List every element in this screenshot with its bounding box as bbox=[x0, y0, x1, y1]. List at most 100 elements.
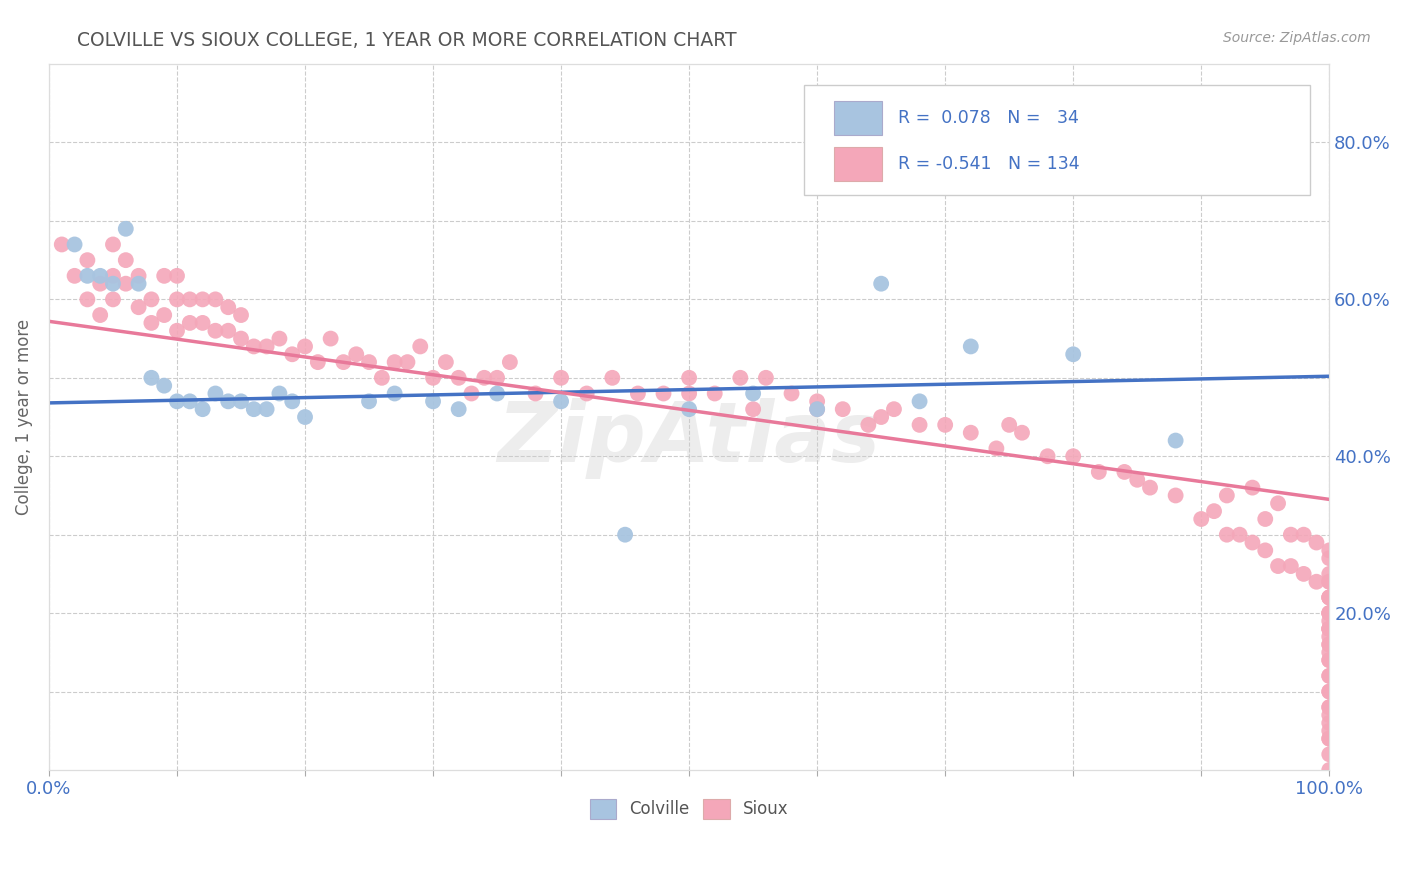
Point bbox=[1292, 527, 1315, 541]
Point bbox=[191, 316, 214, 330]
Point bbox=[141, 371, 163, 385]
Point bbox=[1317, 731, 1340, 746]
Point bbox=[1139, 481, 1161, 495]
Point bbox=[422, 394, 444, 409]
Point bbox=[204, 386, 226, 401]
Point bbox=[755, 371, 778, 385]
Point bbox=[101, 268, 124, 283]
Point bbox=[357, 394, 380, 409]
Point bbox=[191, 402, 214, 417]
Point bbox=[1317, 684, 1340, 698]
Point bbox=[179, 293, 201, 307]
Point bbox=[1241, 481, 1264, 495]
Point bbox=[1317, 574, 1340, 589]
Point bbox=[780, 386, 803, 401]
Point bbox=[166, 394, 188, 409]
Point bbox=[1317, 630, 1340, 644]
Legend: Colville, Sioux: Colville, Sioux bbox=[583, 793, 796, 825]
Point bbox=[742, 402, 765, 417]
Point bbox=[959, 425, 981, 440]
Point bbox=[600, 371, 623, 385]
Point bbox=[422, 371, 444, 385]
Point bbox=[89, 268, 111, 283]
Point bbox=[486, 386, 509, 401]
Point bbox=[678, 402, 700, 417]
Point bbox=[1216, 527, 1239, 541]
Point bbox=[153, 308, 176, 322]
Point bbox=[294, 339, 316, 353]
Point bbox=[550, 371, 572, 385]
Point bbox=[128, 300, 150, 314]
Point bbox=[1305, 574, 1327, 589]
Point bbox=[486, 371, 509, 385]
Point bbox=[51, 237, 73, 252]
Point bbox=[101, 237, 124, 252]
Point bbox=[1241, 535, 1264, 549]
Point bbox=[153, 268, 176, 283]
Point bbox=[1317, 763, 1340, 777]
Point bbox=[256, 402, 278, 417]
Point bbox=[499, 355, 522, 369]
Point bbox=[1126, 473, 1149, 487]
Point bbox=[114, 221, 136, 235]
Point bbox=[460, 386, 482, 401]
Point bbox=[128, 268, 150, 283]
Point bbox=[1279, 527, 1302, 541]
Point bbox=[934, 417, 956, 432]
Point bbox=[76, 293, 98, 307]
Point bbox=[883, 402, 905, 417]
Point bbox=[908, 417, 931, 432]
Y-axis label: College, 1 year or more: College, 1 year or more bbox=[15, 319, 32, 515]
Point bbox=[229, 332, 252, 346]
Point bbox=[1317, 645, 1340, 659]
Point bbox=[371, 371, 394, 385]
Point bbox=[858, 417, 880, 432]
Point bbox=[1317, 700, 1340, 714]
Point bbox=[678, 371, 700, 385]
Point bbox=[806, 394, 828, 409]
Point bbox=[332, 355, 354, 369]
Point bbox=[472, 371, 495, 385]
Point bbox=[114, 253, 136, 268]
Point bbox=[281, 394, 304, 409]
Point bbox=[730, 371, 752, 385]
Point bbox=[806, 402, 828, 417]
Point bbox=[1317, 591, 1340, 605]
Text: Source: ZipAtlas.com: Source: ZipAtlas.com bbox=[1223, 31, 1371, 45]
Point bbox=[409, 339, 432, 353]
Point bbox=[1317, 606, 1340, 620]
Point bbox=[447, 402, 470, 417]
Point bbox=[384, 386, 406, 401]
Point bbox=[1317, 622, 1340, 636]
Point bbox=[1317, 653, 1340, 667]
Point bbox=[550, 394, 572, 409]
Point bbox=[1317, 591, 1340, 605]
Point bbox=[1317, 708, 1340, 723]
Point bbox=[1317, 653, 1340, 667]
Point bbox=[806, 402, 828, 417]
Point bbox=[166, 293, 188, 307]
Point bbox=[1114, 465, 1136, 479]
Point bbox=[357, 355, 380, 369]
Bar bbox=[834, 147, 883, 181]
Point bbox=[703, 386, 725, 401]
Point bbox=[229, 394, 252, 409]
Point bbox=[1267, 559, 1289, 574]
Point bbox=[384, 355, 406, 369]
Point bbox=[652, 386, 675, 401]
Point bbox=[1088, 465, 1111, 479]
Point bbox=[959, 339, 981, 353]
Point bbox=[434, 355, 457, 369]
Point bbox=[1189, 512, 1212, 526]
Text: ZipAtlas: ZipAtlas bbox=[498, 398, 880, 479]
Point bbox=[1062, 449, 1084, 463]
Point bbox=[114, 277, 136, 291]
Point bbox=[1317, 669, 1340, 683]
Point bbox=[1317, 669, 1340, 683]
Point bbox=[678, 386, 700, 401]
Point bbox=[1317, 606, 1340, 620]
Text: COLVILLE VS SIOUX COLLEGE, 1 YEAR OR MORE CORRELATION CHART: COLVILLE VS SIOUX COLLEGE, 1 YEAR OR MOR… bbox=[77, 31, 737, 50]
Point bbox=[1317, 574, 1340, 589]
Point bbox=[831, 402, 853, 417]
Point bbox=[614, 527, 637, 541]
